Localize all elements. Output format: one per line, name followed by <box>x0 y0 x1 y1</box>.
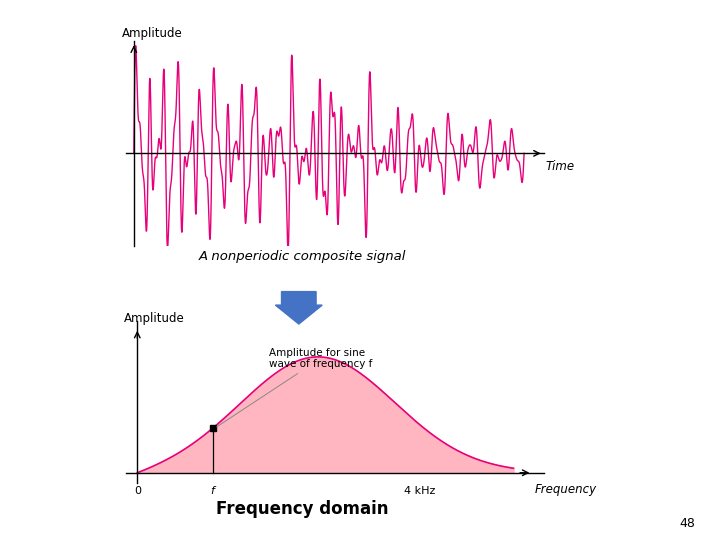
Text: 0: 0 <box>134 486 141 496</box>
Text: 48: 48 <box>679 517 695 530</box>
Text: A nonperiodic composite signal: A nonperiodic composite signal <box>199 250 406 263</box>
Text: Amplitude: Amplitude <box>124 312 185 325</box>
Text: 4 kHz: 4 kHz <box>404 486 435 496</box>
Text: Frequency domain: Frequency domain <box>216 500 389 518</box>
Text: Time: Time <box>546 159 575 172</box>
Text: Amplitude for sine
wave of frequency f: Amplitude for sine wave of frequency f <box>217 348 372 427</box>
Text: f: f <box>210 486 215 496</box>
Text: Amplitude: Amplitude <box>122 28 183 40</box>
Text: Frequency: Frequency <box>534 483 596 496</box>
